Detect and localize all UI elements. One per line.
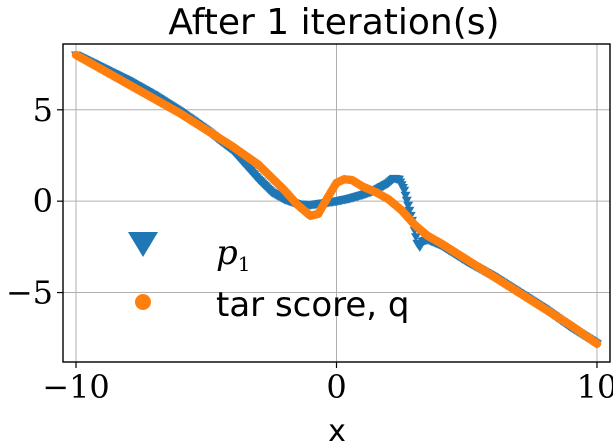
- tick-marks: [57, 109, 598, 368]
- legend-marker-q: [135, 294, 151, 310]
- data-point-p1: [399, 186, 410, 196]
- legend-label-p1: p1: [216, 233, 251, 276]
- legend: p1 tar score, q: [128, 232, 410, 325]
- series-1: [71, 50, 602, 348]
- y-tick-label: 0: [33, 182, 53, 220]
- data-point-p1: [410, 233, 421, 242]
- x-axis-label: x: [328, 414, 346, 447]
- data-point-p1: [401, 196, 412, 206]
- y-tick-label: 5: [33, 91, 53, 129]
- data-point-p1: [400, 191, 411, 201]
- legend-label-q: tar score, q: [216, 285, 410, 325]
- x-tick-label: 10: [577, 368, 613, 406]
- x-tick-label: −10: [42, 368, 110, 406]
- y-tick-label: −5: [6, 274, 53, 312]
- legend-marker-p1: [128, 232, 158, 257]
- y-tick-labels: −5 0 5: [6, 91, 53, 312]
- plot-area: [71, 50, 602, 349]
- data-point-p1: [404, 206, 415, 216]
- x-tick-label: 0: [326, 368, 346, 406]
- legend-label-p1-sub: 1: [238, 252, 251, 276]
- chart-title: After 1 iteration(s): [168, 2, 499, 43]
- x-tick-labels: −10 0 10: [42, 368, 613, 406]
- data-point-q: [592, 339, 602, 348]
- data-point-p1: [403, 201, 414, 211]
- legend-label-p1-main: p: [216, 233, 238, 273]
